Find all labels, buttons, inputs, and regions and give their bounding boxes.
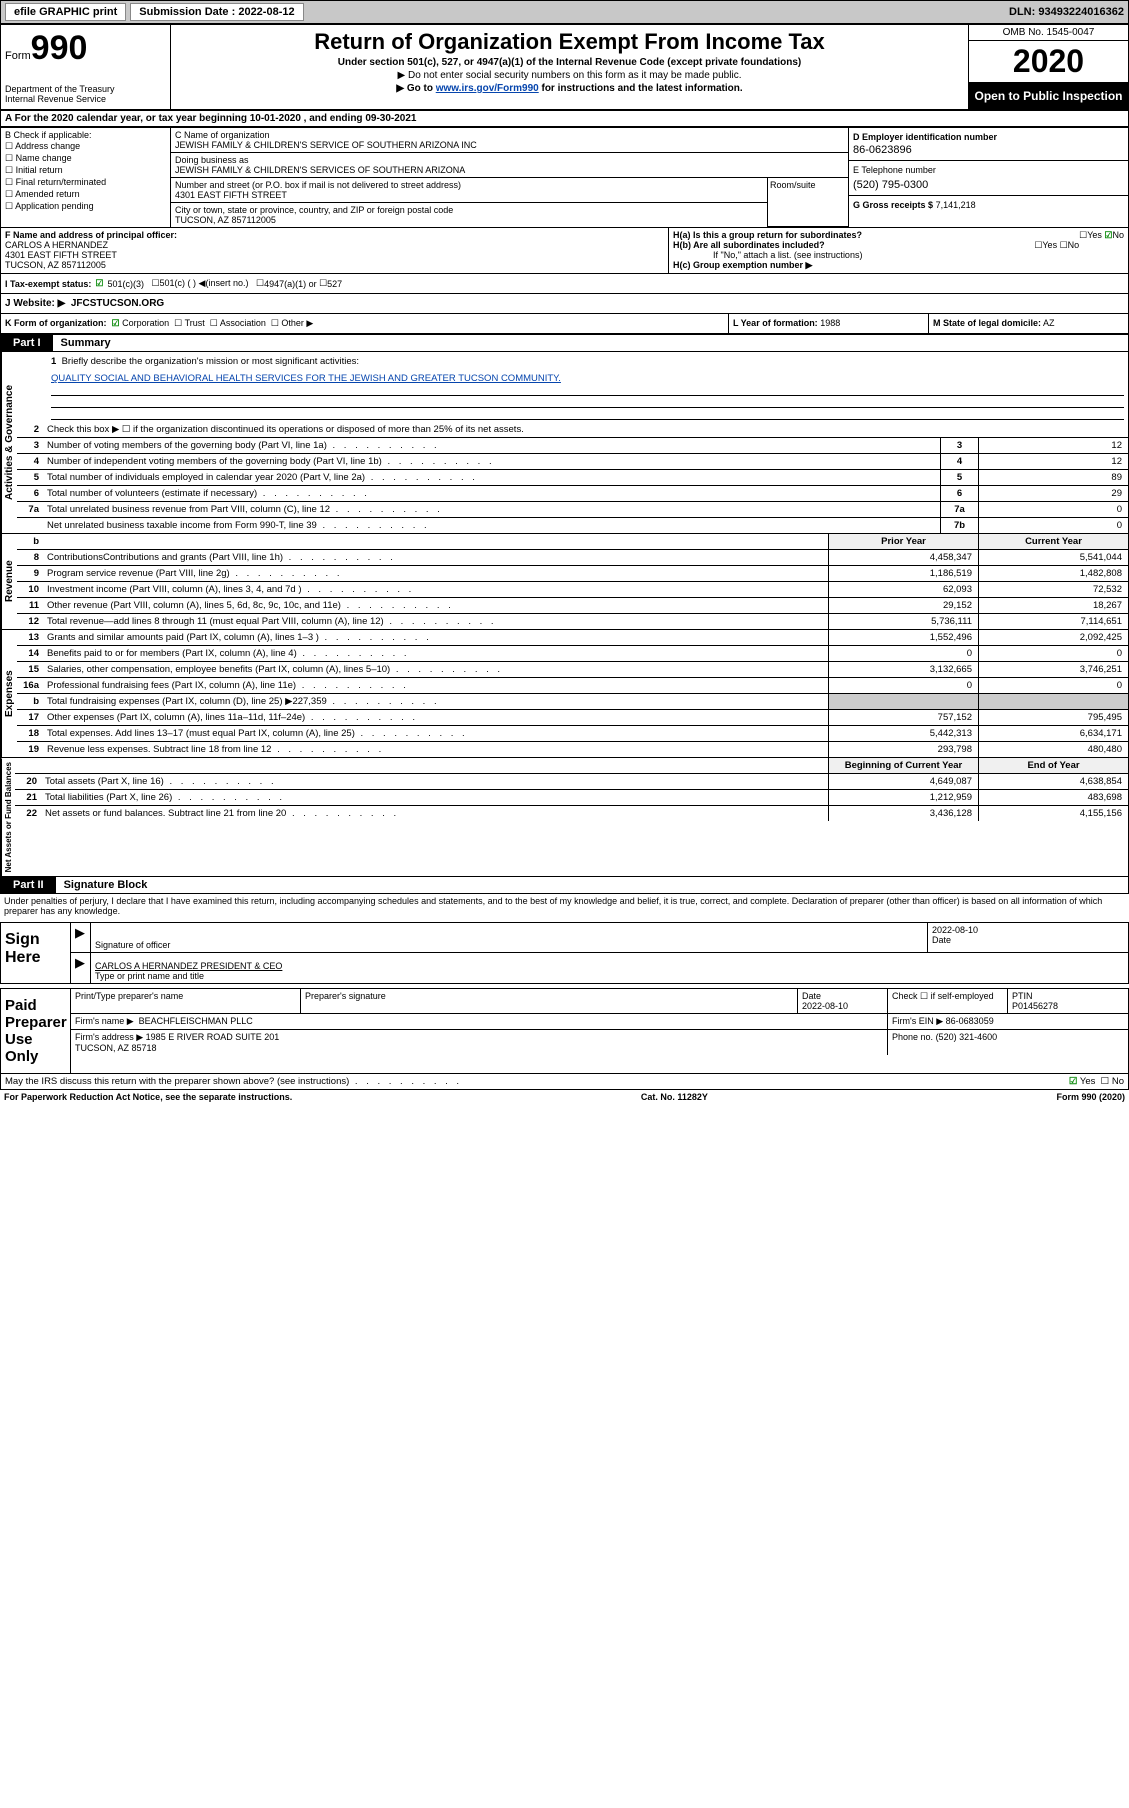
expenses-section: Expenses 13Grants and similar amounts pa… (0, 630, 1129, 758)
dln: DLN: 93493224016362 (1009, 6, 1124, 18)
summary-line: 7aTotal unrelated business revenue from … (17, 502, 1128, 518)
summary-line: 21Total liabilities (Part X, line 26)1,2… (15, 790, 1128, 806)
main-info-grid: B Check if applicable: ☐ Address change☐… (0, 127, 1129, 228)
open-inspection: Open to Public Inspection (969, 83, 1128, 109)
summary-line: bTotal fundraising expenses (Part IX, co… (17, 694, 1128, 710)
summary-line: 18Total expenses. Add lines 13–17 (must … (17, 726, 1128, 742)
room-suite: Room/suite (768, 178, 848, 227)
part1-header: Part I Summary (0, 334, 1129, 352)
org-name-block: C Name of organization JEWISH FAMILY & C… (171, 128, 848, 153)
netassets-section: Net Assets or Fund Balances Beginning of… (0, 758, 1129, 877)
form-title: Return of Organization Exempt From Incom… (179, 29, 960, 55)
revenue-section: Revenue bPrior YearCurrent Year 8Contrib… (0, 534, 1129, 630)
officer-info: F Name and address of principal officer:… (1, 228, 668, 273)
dba-block: Doing business as JEWISH FAMILY & CHILDR… (171, 153, 848, 178)
summary-line: 3Number of voting members of the governi… (17, 438, 1128, 454)
expenses-label: Expenses (1, 630, 17, 757)
col-b-checkboxes: B Check if applicable: ☐ Address change☐… (1, 128, 171, 227)
col-d-right: D Employer identification number 86-0623… (848, 128, 1128, 227)
sign-here-label: Sign Here (1, 923, 71, 983)
summary-line: Net unrelated business taxable income fr… (17, 518, 1128, 533)
city-block: City or town, state or province, country… (171, 203, 767, 227)
part1-title: Summary (53, 337, 111, 349)
summary-line: 11Other revenue (Part VIII, column (A), … (17, 598, 1128, 614)
department: Department of the Treasury Internal Reve… (5, 84, 166, 104)
checkbox-item[interactable]: ☐ Amended return (5, 189, 166, 200)
part1-badge: Part I (1, 335, 53, 351)
sign-here-table: Sign Here ▶ Signature of officer 2022-08… (0, 922, 1129, 984)
form-label: Form (5, 50, 31, 62)
governance-label: Activities & Governance (1, 352, 17, 533)
footer-mid: Cat. No. 11282Y (641, 1092, 708, 1102)
year-box: OMB No. 1545-0047 2020 Open to Public In… (968, 25, 1128, 109)
footer-right: Form 990 (2020) (1056, 1092, 1125, 1102)
summary-line: 13Grants and similar amounts paid (Part … (17, 630, 1128, 646)
form-header: Form990 Department of the Treasury Inter… (0, 24, 1129, 110)
tax-status-row: I Tax-exempt status: ☑ 501(c)(3) ☐ 501(c… (0, 274, 1129, 294)
topbar: efile GRAPHIC print Submission Date : 20… (0, 0, 1129, 24)
form-number: 990 (31, 29, 88, 67)
summary-line: 19Revenue less expenses. Subtract line 1… (17, 742, 1128, 757)
footer-left: For Paperwork Reduction Act Notice, see … (4, 1092, 292, 1102)
summary-line: 12Total revenue—add lines 8 through 11 (… (17, 614, 1128, 629)
part2-title: Signature Block (56, 879, 148, 891)
paid-preparer-label: Paid Preparer Use Only (1, 989, 71, 1073)
footer: For Paperwork Reduction Act Notice, see … (0, 1090, 1129, 1104)
omb-number: OMB No. 1545-0047 (969, 25, 1128, 41)
summary-line: 20Total assets (Part X, line 16)4,649,08… (15, 774, 1128, 790)
part2-badge: Part II (1, 877, 56, 893)
summary-line: 16aProfessional fundraising fees (Part I… (17, 678, 1128, 694)
note-1: ▶ Do not enter social security numbers o… (179, 70, 960, 81)
ein-block: D Employer identification number 86-0623… (849, 128, 1128, 161)
governance-section: Activities & Governance 1 Briefly descri… (0, 352, 1129, 534)
col-c-org: C Name of organization JEWISH FAMILY & C… (171, 128, 848, 227)
checkbox-item[interactable]: ☐ Application pending (5, 201, 166, 212)
revenue-label: Revenue (1, 534, 17, 629)
checkbox-item[interactable]: ☐ Name change (5, 153, 166, 164)
checkbox-item[interactable]: ☐ Initial return (5, 165, 166, 176)
part2-header: Part II Signature Block (0, 877, 1129, 894)
website-row: J Website: ▶ JFCSTUCSON.ORG (0, 294, 1129, 314)
tax-year: 2020 (969, 41, 1128, 83)
summary-line: 22Net assets or fund balances. Subtract … (15, 806, 1128, 821)
summary-line: 15Salaries, other compensation, employee… (17, 662, 1128, 678)
summary-line: 4Number of independent voting members of… (17, 454, 1128, 470)
checkbox-item[interactable]: ☐ Address change (5, 141, 166, 152)
submission-date-box: Submission Date : 2022-08-12 (130, 3, 303, 21)
gross-receipts: G Gross receipts $ 7,141,218 (849, 196, 1128, 214)
summary-line: 14Benefits paid to or for members (Part … (17, 646, 1128, 662)
subtitle: Under section 501(c), 527, or 4947(a)(1)… (179, 57, 960, 68)
summary-line: 9Program service revenue (Part VIII, lin… (17, 566, 1128, 582)
summary-line: 17Other expenses (Part IX, column (A), l… (17, 710, 1128, 726)
form-id-box: Form990 Department of the Treasury Inter… (1, 25, 171, 109)
summary-line: 10Investment income (Part VIII, column (… (17, 582, 1128, 598)
summary-line: 5Total number of individuals employed in… (17, 470, 1128, 486)
netassets-label: Net Assets or Fund Balances (1, 758, 15, 876)
note-2: ▶ Go to www.irs.gov/Form990 for instruct… (179, 83, 960, 94)
checkbox-item[interactable]: ☐ Final return/terminated (5, 177, 166, 188)
group-return: H(a) Is this a group return for subordin… (668, 228, 1128, 273)
paid-preparer-table: Paid Preparer Use Only Print/Type prepar… (0, 988, 1129, 1074)
k-row: K Form of organization: ☑ Corporation ☐ … (0, 314, 1129, 334)
summary-line: 6Total number of volunteers (estimate if… (17, 486, 1128, 502)
summary-line: 8ContributionsContributions and grants (… (17, 550, 1128, 566)
irs-link[interactable]: www.irs.gov/Form990 (436, 83, 539, 94)
col-b-title: B Check if applicable: (5, 130, 166, 140)
efile-button[interactable]: efile GRAPHIC print (5, 3, 126, 21)
street-block: Number and street (or P.O. box if mail i… (171, 178, 767, 203)
phone-block: E Telephone number (520) 795-0300 (849, 161, 1128, 196)
mission-text: QUALITY SOCIAL AND BEHAVIORAL HEALTH SER… (51, 373, 561, 384)
title-box: Return of Organization Exempt From Incom… (171, 25, 968, 109)
section-a: A For the 2020 calendar year, or tax yea… (0, 110, 1129, 127)
discuss-row: May the IRS discuss this return with the… (0, 1074, 1129, 1090)
declaration: Under penalties of perjury, I declare th… (0, 894, 1129, 918)
officer-row: F Name and address of principal officer:… (0, 228, 1129, 274)
